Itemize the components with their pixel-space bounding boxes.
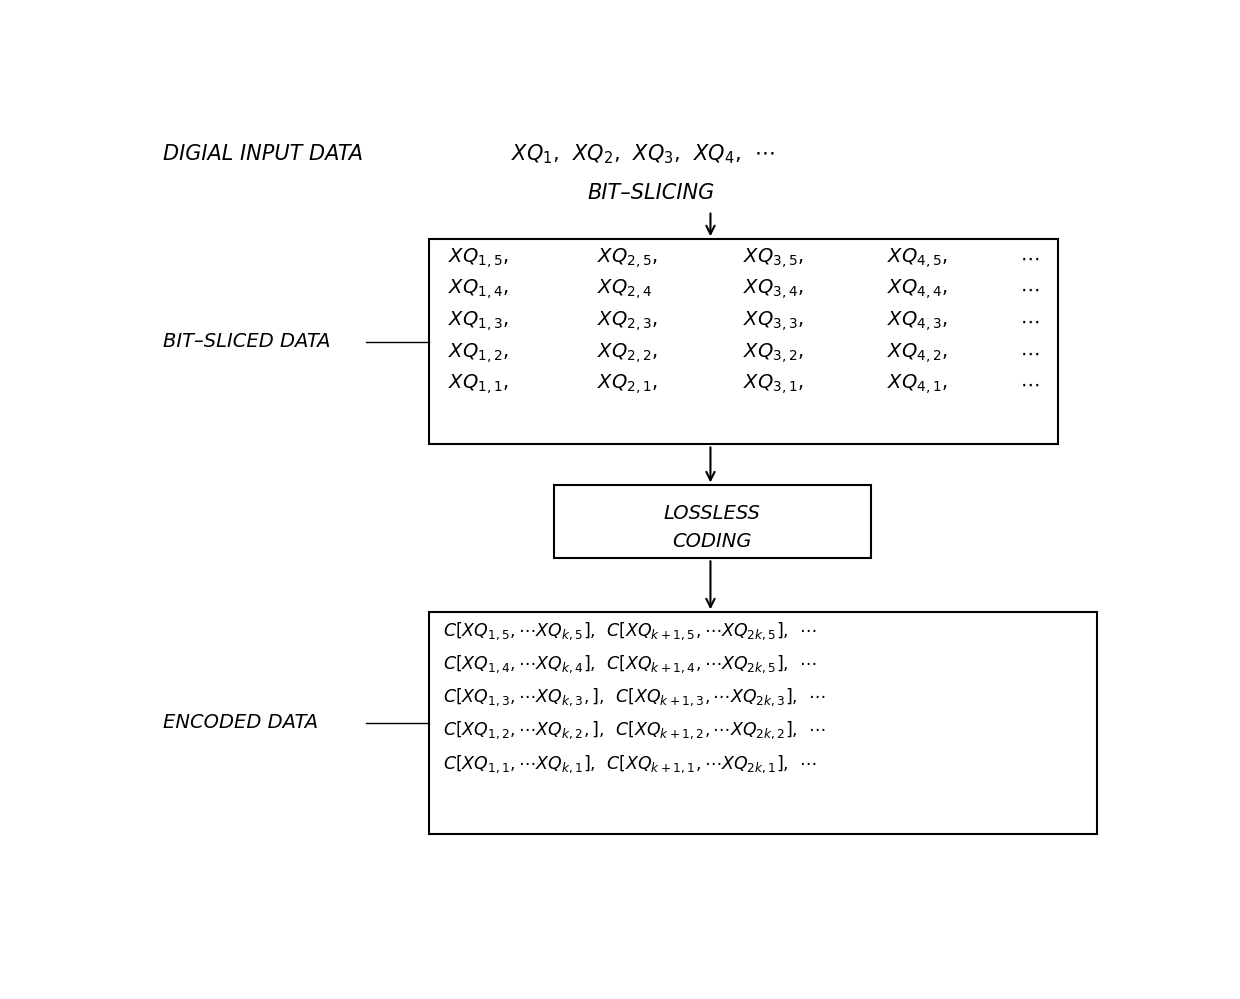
Text: LOSSLESS: LOSSLESS bbox=[663, 504, 761, 523]
Text: $XQ_{3,1}$,: $XQ_{3,1}$, bbox=[743, 373, 804, 397]
Text: ENCODED DATA: ENCODED DATA bbox=[162, 713, 317, 732]
Text: $XQ_{2,4}$: $XQ_{2,4}$ bbox=[596, 277, 652, 301]
Text: DIGIAL INPUT DATA: DIGIAL INPUT DATA bbox=[162, 145, 362, 165]
Text: $C[XQ_{1,3},\cdots XQ_{k,3},$],  $C[XQ_{k+1,3},\cdots XQ_{2k,3}]$,  $\cdots$: $C[XQ_{1,3},\cdots XQ_{k,3},$], $C[XQ_{k… bbox=[444, 686, 826, 708]
Text: $XQ_{4,1}$,: $XQ_{4,1}$, bbox=[888, 373, 949, 397]
Text: $XQ_{4,3}$,: $XQ_{4,3}$, bbox=[888, 310, 949, 334]
Text: $XQ_{2,1}$,: $XQ_{2,1}$, bbox=[596, 373, 657, 397]
Bar bbox=[554, 486, 870, 558]
Text: $XQ_{2,2}$,: $XQ_{2,2}$, bbox=[596, 341, 657, 365]
Text: $XQ_{1,1}$,: $XQ_{1,1}$, bbox=[448, 373, 508, 397]
Text: $XQ_{1,2}$,: $XQ_{1,2}$, bbox=[448, 341, 508, 365]
Text: $XQ_{3,5}$,: $XQ_{3,5}$, bbox=[743, 247, 804, 271]
Text: $\cdots$: $\cdots$ bbox=[1021, 280, 1039, 299]
Text: $XQ_{4,5}$,: $XQ_{4,5}$, bbox=[888, 247, 949, 271]
Text: $C[XQ_{1,5},\cdots XQ_{k,5}]$,  $C[XQ_{k+1,5},\cdots XQ_{2k,5}]$,  $\cdots$: $C[XQ_{1,5},\cdots XQ_{k,5}]$, $C[XQ_{k+… bbox=[444, 620, 817, 642]
Text: $XQ_{1,5}$,: $XQ_{1,5}$, bbox=[448, 247, 508, 271]
Text: $XQ_{4,4}$,: $XQ_{4,4}$, bbox=[888, 277, 949, 301]
Text: $XQ_{1,3}$,: $XQ_{1,3}$, bbox=[448, 310, 508, 334]
Bar bbox=[429, 612, 1097, 834]
Text: $XQ_{3,2}$,: $XQ_{3,2}$, bbox=[743, 341, 804, 365]
Text: $XQ_{3,4}$,: $XQ_{3,4}$, bbox=[743, 277, 804, 301]
Text: $\cdots$: $\cdots$ bbox=[1021, 249, 1039, 268]
Bar bbox=[429, 239, 1059, 445]
Text: $C[XQ_{1,2},\cdots XQ_{k,2},$],  $C[XQ_{k+1,2},\cdots XQ_{2k,2}]$,  $\cdots$: $C[XQ_{1,2},\cdots XQ_{k,2},$], $C[XQ_{k… bbox=[444, 720, 826, 741]
Text: BIT–SLICED DATA: BIT–SLICED DATA bbox=[162, 333, 330, 352]
Text: $XQ_{2,3}$,: $XQ_{2,3}$, bbox=[596, 310, 657, 334]
Text: $XQ_{4,2}$,: $XQ_{4,2}$, bbox=[888, 341, 949, 365]
Text: CODING: CODING bbox=[672, 531, 753, 550]
Text: $C[XQ_{1,1},\cdots XQ_{k,1}]$,  $C[XQ_{k+1,1},\cdots XQ_{2k,1}]$,  $\cdots$: $C[XQ_{1,1},\cdots XQ_{k,1}]$, $C[XQ_{k+… bbox=[444, 753, 817, 774]
Text: $\cdots$: $\cdots$ bbox=[1021, 312, 1039, 331]
Text: $\cdots$: $\cdots$ bbox=[1021, 375, 1039, 394]
Text: $C[XQ_{1,4},\cdots XQ_{k,4}]$,  $C[XQ_{k+1,4},\cdots XQ_{2k,5}]$,  $\cdots$: $C[XQ_{1,4},\cdots XQ_{k,4}]$, $C[XQ_{k+… bbox=[444, 653, 817, 675]
Text: $XQ_1$,  $XQ_2$,  $XQ_3$,  $XQ_4$,  $\cdots$: $XQ_1$, $XQ_2$, $XQ_3$, $XQ_4$, $\cdots$ bbox=[511, 143, 774, 166]
Text: BIT–SLICING: BIT–SLICING bbox=[588, 183, 714, 203]
Text: $\cdots$: $\cdots$ bbox=[1021, 344, 1039, 363]
Text: $XQ_{1,4}$,: $XQ_{1,4}$, bbox=[448, 277, 508, 301]
Text: $XQ_{2,5}$,: $XQ_{2,5}$, bbox=[596, 247, 657, 271]
Text: $XQ_{3,3}$,: $XQ_{3,3}$, bbox=[743, 310, 804, 334]
